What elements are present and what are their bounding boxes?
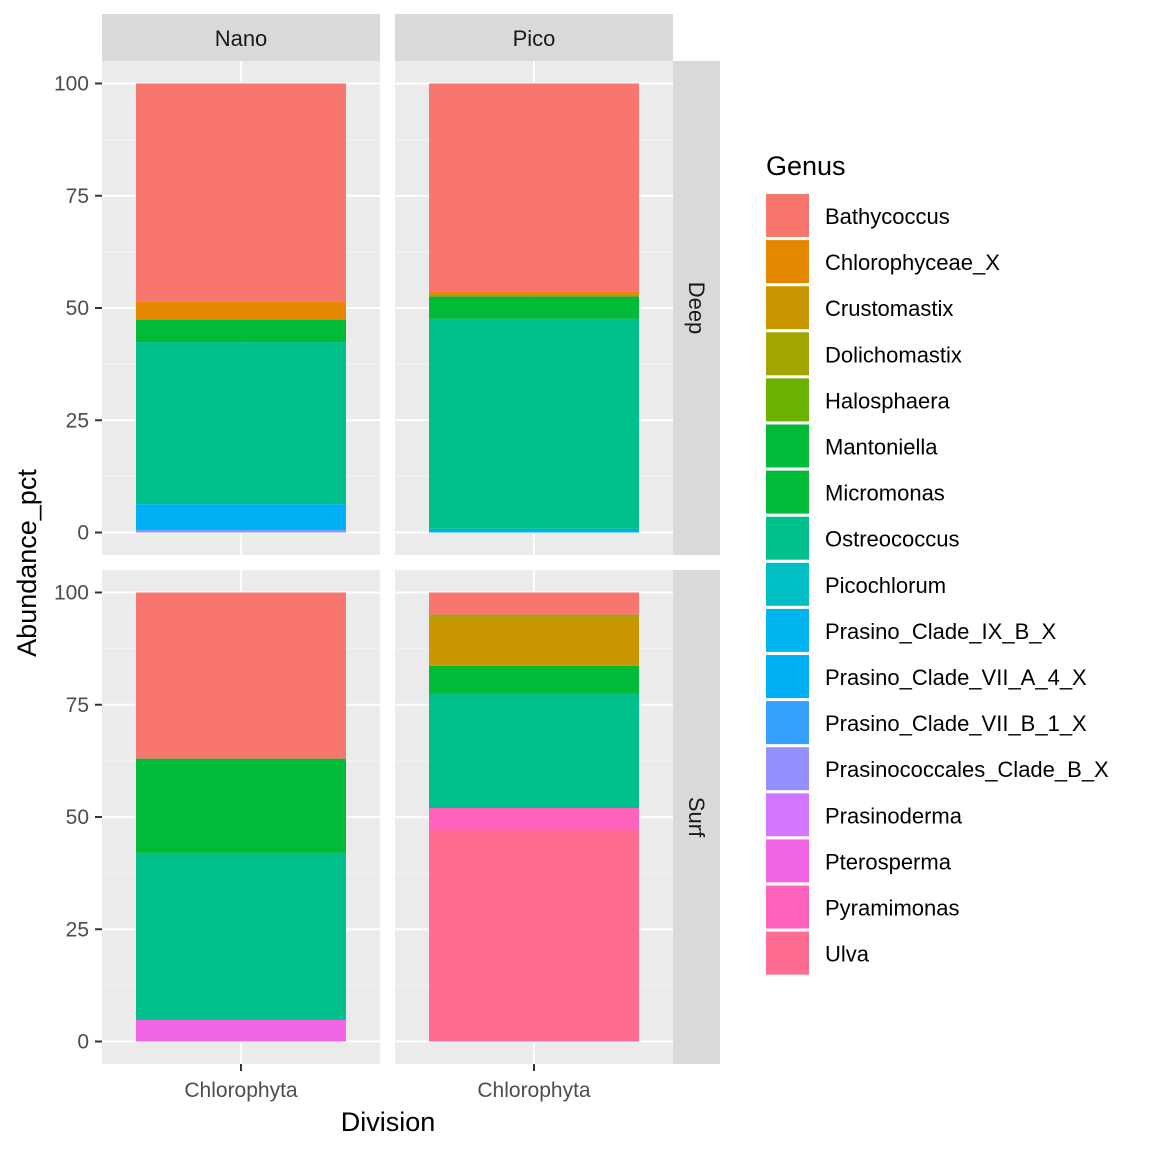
facet-strips: Nano Pico Deep Surf (102, 14, 720, 1064)
bar-segment-chlorophyceae-x (429, 291, 639, 297)
bar-segment-micromonas (429, 665, 639, 694)
legend-label-picochlorum: Picochlorum (825, 573, 946, 598)
strip-label-pico: Pico (513, 26, 556, 51)
legend-label-bathycoccus: Bathycoccus (825, 204, 950, 229)
legend-label-ostreococcus: Ostreococcus (825, 527, 960, 552)
bar-segment-pyramimonas (429, 808, 639, 831)
strip-nano (102, 14, 380, 61)
legend-swatch-ostreococcus (766, 516, 809, 560)
bar-segment-ulva (429, 830, 639, 1042)
legend-swatch-crustomastix (766, 286, 809, 330)
strip-deep (673, 61, 720, 555)
panel-pico-deep (395, 61, 673, 555)
y-tick-label: 25 (66, 409, 89, 432)
x-axis-title: Division (341, 1107, 436, 1137)
legend: Genus Bathycoccus Chlorophyceae_X Crustoma… (766, 151, 1109, 975)
bar-segment-prasino-clade-vii-a-4-x (136, 504, 346, 531)
panel-pico-surf (395, 570, 673, 1064)
legend-swatch-prasino-clade-ix-b-x (766, 608, 809, 652)
y-tick-label: 75 (66, 185, 89, 208)
bar-segment-prasinococcales-clade-b-x (136, 530, 346, 533)
bar-segment-micromonas (136, 758, 346, 853)
legend-swatch-mantoniella (766, 424, 809, 468)
bar-segment-chlorophyceae-x (136, 301, 346, 320)
legend-swatch-picochlorum (766, 562, 809, 606)
panels-layer (102, 61, 673, 1064)
bar-segment-bathycoccus (429, 83, 639, 292)
y-tick-label: 0 (77, 522, 89, 545)
legend-label-prasino-clade-ix-b-x: Prasino_Clade_IX_B_X (825, 619, 1056, 644)
legend-label-prasino-clade-vii-b-1-x: Prasino_Clade_VII_B_1_X (825, 711, 1087, 736)
legend-swatch-ulva (766, 931, 809, 975)
legend-label-crustomastix: Crustomastix (825, 296, 953, 321)
legend-swatch-bathycoccus (766, 194, 809, 237)
strip-label-nano: Nano (215, 26, 268, 51)
bar-segment-ostreococcus (429, 318, 639, 529)
panel-nano-surf (102, 570, 380, 1064)
y-tick-label: 25 (66, 918, 89, 941)
y-tick-label: 50 (66, 297, 89, 320)
bar-segment-crustomastix (429, 618, 639, 666)
strip-surf (673, 570, 720, 1064)
bar-segment-ostreococcus (136, 852, 346, 1020)
x-tick-label: Chlorophyta (477, 1079, 591, 1102)
legend-swatch-prasinoderma (766, 793, 809, 837)
bar-segment-bathycoccus (429, 592, 639, 615)
bar-segment-ostreococcus (429, 693, 639, 809)
legend-swatch-pyramimonas (766, 885, 809, 929)
y-axis-title: Abundance_pct (12, 469, 42, 657)
bar-segment-ostreococcus (136, 342, 346, 505)
legend-label-mantoniella: Mantoniella (825, 435, 938, 460)
bar-segment-bathycoccus (136, 592, 346, 759)
legend-label-prasino-clade-vii-a-4-x: Prasino_Clade_VII_A_4_X (825, 665, 1087, 690)
y-tick-label: 100 (54, 582, 89, 605)
legend-label-micromonas: Micromonas (825, 481, 945, 506)
legend-label-ulva: Ulva (825, 942, 870, 967)
legend-swatch-dolichomastix (766, 332, 809, 376)
legend-swatch-prasino-clade-vii-b-1-x (766, 701, 809, 745)
strip-label-surf: Surf (684, 797, 709, 838)
bar-segment-pterosperma (136, 1019, 346, 1042)
bar-segment-dolichomastix (429, 614, 639, 619)
legend-label-pterosperma: Pterosperma (825, 849, 952, 874)
y-tick-label: 0 (77, 1031, 89, 1054)
bar-segment-micromonas (429, 296, 639, 319)
axes: 0 25 50 75 100 0 25 50 75 100 Chlorophyta Chlorophy… (54, 73, 591, 1103)
legend-title: Genus (766, 151, 846, 181)
bar-segment-bathycoccus (136, 83, 346, 302)
legend-label-prasinococcales-clade-b-x: Prasinococcales_Clade_B_X (825, 757, 1109, 782)
panel-nano-deep (102, 61, 380, 555)
legend-swatch-halosphaera (766, 378, 809, 422)
legend-label-dolichomastix: Dolichomastix (825, 342, 962, 367)
strip-pico (395, 14, 673, 61)
legend-swatch-pterosperma (766, 839, 809, 883)
legend-swatch-prasino-clade-vii-a-4-x (766, 655, 809, 698)
x-tick-label: Chlorophyta (184, 1079, 298, 1102)
legend-label-prasinoderma: Prasinoderma (825, 803, 963, 828)
y-tick-label: 75 (66, 694, 89, 717)
legend-swatch-chlorophyceae-x (766, 240, 809, 284)
y-tick-label: 50 (66, 806, 89, 829)
legend-swatch-micromonas (766, 470, 809, 514)
bar-segment-micromonas (136, 319, 346, 343)
legend-label-halosphaera: Halosphaera (825, 388, 951, 413)
y-tick-label: 100 (54, 73, 89, 96)
legend-swatch-prasinococcales-clade-b-x (766, 747, 809, 791)
legend-label-pyramimonas: Pyramimonas (825, 896, 959, 921)
bar-segment-prasino-clade-vii-a-4-x (429, 528, 639, 533)
legend-label-chlorophyceae-x: Chlorophyceae_X (825, 250, 1000, 275)
strip-label-deep: Deep (684, 282, 709, 335)
